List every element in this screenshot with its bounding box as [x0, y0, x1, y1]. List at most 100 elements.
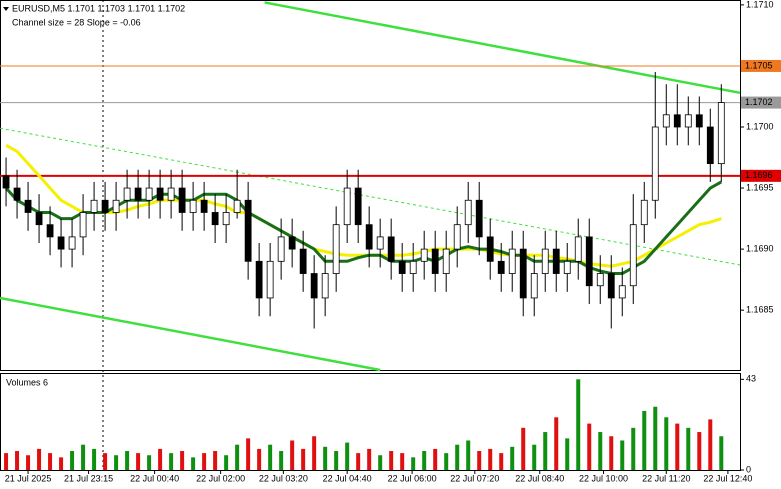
volume-bar [411, 457, 416, 470]
volume-bar [114, 455, 119, 470]
volume-bar [169, 453, 174, 470]
volume-bar [455, 444, 460, 470]
x-tick-label: 22 Jul 08:40 [515, 473, 564, 483]
candle-body [310, 273, 318, 299]
candle-body [662, 114, 670, 128]
volume-bar [499, 453, 504, 470]
volume-bar [367, 448, 372, 470]
candle-body [134, 187, 142, 201]
volume-bar [81, 444, 86, 470]
candle-body [398, 260, 406, 274]
x-tick-label: 22 Jul 02:00 [196, 473, 245, 483]
y-tick-label: 1.1695 [746, 182, 774, 192]
volume-bar [477, 451, 482, 470]
candle-body [354, 187, 362, 226]
y-tick-label: 1.1710 [746, 0, 774, 9]
volume-bar [312, 436, 317, 470]
x-tick-label: 22 Jul 04:40 [323, 473, 372, 483]
volume-bar [521, 427, 526, 470]
volume-bar [587, 423, 592, 470]
volume-bar [444, 453, 449, 470]
volume-bar [224, 455, 229, 470]
candle-body [387, 236, 395, 262]
volume-bar [576, 379, 581, 470]
candle-body [222, 212, 230, 226]
candle-body [497, 260, 505, 274]
candle-body [244, 199, 252, 262]
volume-bar [213, 451, 218, 470]
volume-bar [631, 427, 636, 470]
candle-body [519, 248, 527, 299]
volume-bar [147, 455, 152, 470]
volume-bar [70, 451, 75, 470]
volume-bar [279, 451, 284, 470]
volume-bar [620, 440, 625, 470]
volume-bar [323, 446, 328, 470]
candle-body [299, 248, 307, 274]
candle-body [68, 236, 76, 250]
candle-body [233, 199, 241, 213]
volume-bar [719, 436, 724, 470]
level-label: 1.1696 [745, 170, 773, 180]
volume-bar [510, 446, 515, 470]
candle-body [112, 199, 120, 213]
y-tick-label: 1.1685 [746, 305, 774, 315]
candle-body [442, 248, 450, 274]
volume-bar [378, 455, 383, 470]
volume-bar [59, 457, 64, 470]
candle-body [717, 102, 725, 165]
x-tick-label: 22 Jul 12:40 [703, 473, 752, 483]
candle-body [530, 273, 538, 299]
volume-bar [609, 436, 614, 470]
volume-bar [686, 427, 691, 470]
volume-title: Volumes 6 [6, 377, 48, 387]
candle-body [541, 248, 549, 274]
volume-bar [301, 448, 306, 470]
volume-bar [257, 448, 262, 470]
candle-body [167, 187, 175, 201]
volume-tick-label: 43 [746, 374, 756, 384]
volume-bar [180, 451, 185, 470]
candle-body [211, 212, 219, 226]
x-tick-label: 22 Jul 03:20 [259, 473, 308, 483]
level-label: 1.1705 [745, 60, 773, 70]
candle-body [145, 187, 153, 201]
volume-bar [191, 457, 196, 470]
moving-average [4, 180, 723, 275]
candle-body [343, 187, 351, 226]
candle-body [563, 260, 571, 274]
candle-body [200, 199, 208, 213]
candle-body [79, 212, 87, 238]
candle-body [189, 199, 197, 213]
volume-bar [158, 448, 163, 470]
x-tick-label: 22 Jul 11:20 [642, 473, 690, 483]
volume-bar [532, 444, 537, 470]
candle-body [596, 273, 604, 287]
volume-bar [334, 451, 339, 470]
candle-body [255, 260, 263, 299]
volume-bar [565, 438, 570, 470]
candle-body [508, 248, 516, 274]
volume-bar [697, 432, 702, 470]
candle-body [13, 187, 21, 201]
candle-body [90, 199, 98, 213]
volume-bar [48, 453, 53, 470]
candle-body [178, 187, 186, 213]
volume-bar [246, 438, 251, 470]
channel-line [0, 296, 381, 372]
volume-bar [708, 419, 713, 470]
x-tick-label: 22 Jul 07:20 [450, 473, 499, 483]
volume-bar [422, 451, 427, 470]
menu-arrow [3, 7, 9, 11]
candle-body [2, 175, 10, 189]
candle-body [607, 273, 615, 299]
volume-bar [675, 423, 680, 470]
volume-bar [202, 453, 207, 470]
candle-body [651, 126, 659, 201]
main-frame [0, 0, 741, 371]
channel-line [264, 1, 741, 95]
x-tick-label: 22 Jul 06:00 [388, 473, 437, 483]
candle-body [365, 224, 373, 250]
chart-title: EURUSD,M5 1.1701 1.1703 1.1701 1.1702 [12, 3, 185, 13]
volume-bar [466, 440, 471, 470]
